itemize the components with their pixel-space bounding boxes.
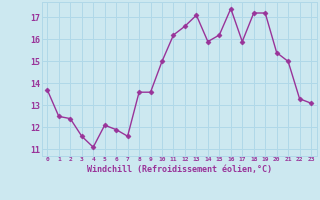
X-axis label: Windchill (Refroidissement éolien,°C): Windchill (Refroidissement éolien,°C) [87,165,272,174]
